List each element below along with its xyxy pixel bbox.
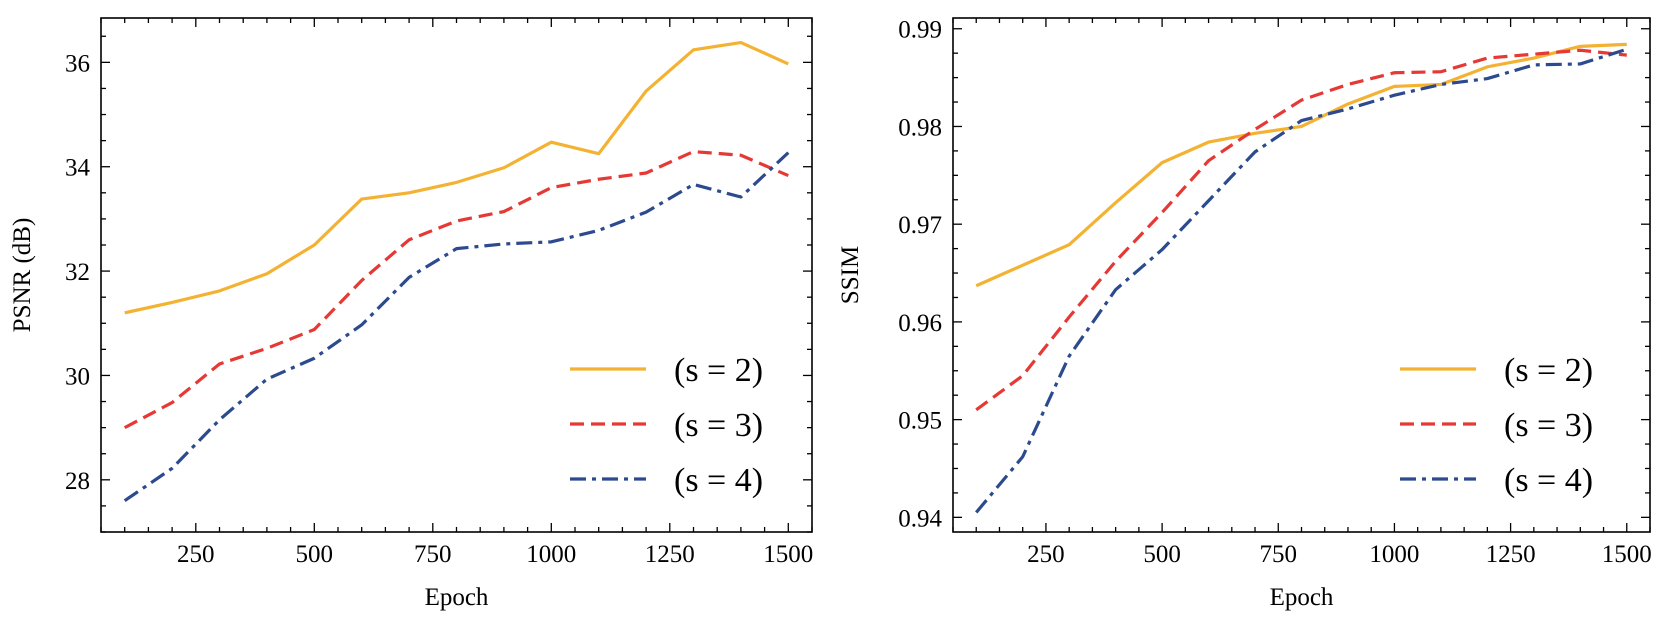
y-axis-label: SSIM bbox=[837, 246, 864, 304]
y-tick-label: 30 bbox=[65, 363, 90, 390]
x-axis-label: Epoch bbox=[1270, 584, 1334, 611]
legend: (s = 2) (s = 3) (s = 4) bbox=[1400, 352, 1593, 499]
y-tick-label: 0.95 bbox=[898, 408, 942, 435]
y-tick-label: 32 bbox=[65, 259, 90, 286]
legend-entry-label: (s = 4) bbox=[674, 462, 763, 499]
x-tick-label: 1250 bbox=[645, 541, 695, 568]
y-tick-label: 34 bbox=[65, 155, 91, 182]
x-tick-label: 750 bbox=[414, 541, 452, 568]
x-tick-label: 750 bbox=[1260, 541, 1298, 568]
legend: (s = 2) (s = 3) (s = 4) bbox=[570, 352, 763, 499]
legend-entry-label: (s = 4) bbox=[1504, 462, 1593, 499]
series-line-s4 bbox=[123, 151, 790, 503]
series-line-s3 bbox=[123, 149, 789, 430]
x-tick-label: 500 bbox=[296, 541, 334, 568]
legend-entry-label: (s = 3) bbox=[674, 407, 763, 444]
series-line-s2 bbox=[975, 42, 1627, 288]
y-tick-label: 36 bbox=[65, 50, 90, 77]
legend-entry-label: (s = 2) bbox=[1504, 352, 1593, 389]
plot-frame bbox=[952, 17, 1651, 533]
y-axis-label: PSNR (dB) bbox=[9, 218, 36, 333]
x-tick-label: 500 bbox=[1143, 541, 1181, 568]
plot-frame bbox=[100, 17, 813, 533]
y-tick-label: 28 bbox=[65, 468, 90, 495]
ssim-panel: 250 500 750 1000 1250 1500 0.94 0.95 0.96 0.97 0.9… bbox=[837, 17, 1652, 611]
legend-entry-label: (s = 2) bbox=[674, 352, 763, 389]
y-tick-label: 0.96 bbox=[898, 310, 942, 337]
y-tick-label: 0.94 bbox=[898, 505, 942, 532]
series-line-s2 bbox=[124, 40, 789, 315]
psnr-panel: 250 500 750 1000 1250 1500 28 30 32 34 36 Epoch PSNR… bbox=[9, 17, 813, 611]
x-axis-label: Epoch bbox=[425, 584, 489, 611]
series-line-s4 bbox=[975, 47, 1628, 514]
x-tick-label: 250 bbox=[177, 541, 215, 568]
y-tick-label: 0.98 bbox=[898, 114, 942, 141]
x-tick-label: 1000 bbox=[1369, 541, 1419, 568]
x-tick-label: 1500 bbox=[763, 541, 813, 568]
x-tick-label: 1000 bbox=[526, 541, 576, 568]
y-tick-label: 0.99 bbox=[898, 17, 942, 44]
x-tick-label: 250 bbox=[1027, 541, 1065, 568]
x-tick-label: 1250 bbox=[1486, 541, 1536, 568]
y-tick-label: 0.97 bbox=[898, 212, 942, 239]
x-tick-label: 1500 bbox=[1602, 541, 1652, 568]
series-line-s3 bbox=[975, 48, 1627, 412]
legend-entry-label: (s = 3) bbox=[1504, 407, 1593, 444]
